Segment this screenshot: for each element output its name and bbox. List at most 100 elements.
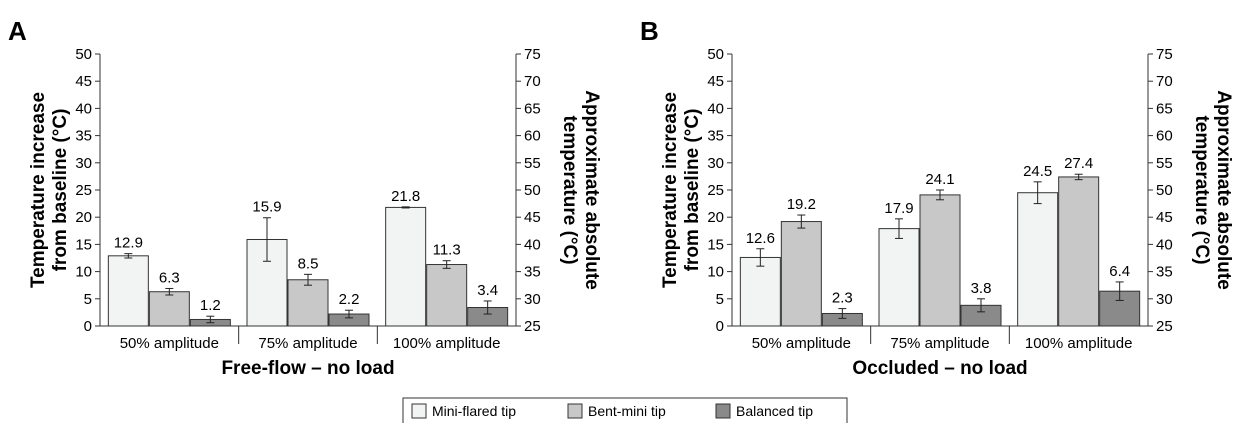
y2-tick-label: 50	[524, 182, 541, 199]
y2-tick-label: 35	[524, 264, 541, 281]
y-tick-label: 35	[707, 128, 724, 145]
y-axis-title: Temperature increasefrom baseline (°C)	[28, 92, 71, 288]
y2-tick-label: 75	[524, 46, 541, 63]
bar	[287, 279, 329, 327]
data-label: 24.5	[1023, 163, 1052, 180]
y2-tick-label: 70	[1156, 73, 1173, 90]
y2-tick-label: 25	[1156, 318, 1173, 335]
y2-tick-label: 75	[1156, 46, 1173, 63]
legend-swatch	[411, 403, 427, 419]
data-label: 1.2	[200, 297, 221, 314]
bar	[148, 291, 190, 327]
y-tick-label: 20	[75, 209, 92, 226]
legend-label: Mini-flared tip	[432, 403, 516, 419]
bar	[878, 228, 920, 327]
y-tick-label: 45	[707, 73, 724, 90]
y2-tick-label: 45	[1156, 209, 1173, 226]
bar	[426, 264, 468, 327]
chart-panel-a: A 0 5 10 15 20 25 30 35 40 45 50 25 30 35 40 45 50 55 60 65 7…	[8, 16, 602, 379]
legend-label: Bent-mini tip	[588, 403, 666, 419]
y-tick-label: 50	[75, 46, 92, 63]
legend-box	[402, 397, 848, 423]
y2-tick-label: 65	[1156, 100, 1173, 117]
category-label: 75% amplitude	[890, 335, 989, 352]
panel-letter: B	[640, 16, 659, 46]
x-axis-title: Free-flow – no load	[221, 358, 394, 379]
y2-tick-label: 70	[524, 73, 541, 90]
bar	[1058, 176, 1100, 327]
y2-tick-label: 45	[524, 209, 541, 226]
y2-tick-label: 50	[1156, 182, 1173, 199]
y-tick-label: 10	[75, 264, 92, 281]
x-axis-title: Occluded – no load	[852, 358, 1027, 379]
y-tick-label: 40	[75, 100, 92, 117]
y2-tick-label: 30	[524, 291, 541, 308]
data-label: 3.8	[971, 280, 992, 297]
y-tick-label: 5	[716, 291, 724, 308]
category-label: 50% amplitude	[752, 335, 851, 352]
y-tick-label: 10	[707, 264, 724, 281]
data-label: 3.4	[477, 282, 498, 299]
y2-tick-label: 25	[524, 318, 541, 335]
data-label: 8.5	[298, 255, 319, 272]
y2-tick-label: 60	[524, 128, 541, 145]
data-label: 2.3	[832, 290, 853, 307]
y2-tick-label: 40	[1156, 236, 1173, 253]
bar	[107, 255, 149, 327]
y-tick-label: 35	[75, 128, 92, 145]
y2-axis-title-line: temperature (°C)	[559, 115, 580, 264]
y2-tick-label: 40	[524, 236, 541, 253]
legend: Mini-flared tip Bent-mini tip Balanced tip	[402, 397, 848, 423]
bar	[385, 206, 427, 327]
data-label: 6.4	[1109, 263, 1130, 280]
data-label: 12.9	[114, 235, 143, 252]
bar	[1017, 192, 1059, 327]
panel-letter: A	[8, 16, 27, 46]
y2-axis-title-line: temperature (°C)	[1191, 115, 1212, 264]
y2-axis-title: Approximate absolutetemperature (°C)	[559, 90, 602, 290]
y2-tick-label: 30	[1156, 291, 1173, 308]
y-tick-label: 25	[75, 182, 92, 199]
bar	[739, 256, 781, 327]
y-tick-label: 40	[707, 100, 724, 117]
data-label: 27.4	[1064, 155, 1093, 172]
legend-label: Balanced tip	[736, 403, 813, 419]
legend-swatch	[715, 403, 731, 419]
y-tick-label: 30	[707, 155, 724, 172]
bar	[919, 194, 961, 327]
y-tick-label: 20	[707, 209, 724, 226]
y-tick-label: 0	[84, 318, 92, 335]
category-label: 75% amplitude	[258, 335, 357, 352]
y2-axis-title-line: Approximate absolute	[581, 90, 602, 290]
y2-tick-label: 35	[1156, 264, 1173, 281]
data-label: 24.1	[925, 171, 954, 188]
y-tick-label: 0	[716, 318, 724, 335]
y2-tick-label: 60	[1156, 128, 1173, 145]
y-tick-label: 30	[75, 155, 92, 172]
y2-tick-label: 55	[524, 155, 541, 172]
y-tick-label: 5	[84, 291, 92, 308]
chart-panel-b: B 0 5 10 15 20 25 30 35 40 45 50 25 30 35 40 45 50 55 60 65 7…	[640, 16, 1234, 379]
y-tick-label: 50	[707, 46, 724, 63]
y2-axis-title-line: Approximate absolute	[1213, 90, 1234, 290]
y-axis-title-line: from baseline (°C)	[682, 109, 703, 272]
y2-tick-label: 55	[1156, 155, 1173, 172]
category-label: 100% amplitude	[1025, 335, 1133, 352]
y2-axis-title: Approximate absolutetemperature (°C)	[1191, 90, 1234, 290]
y-axis-title: Temperature increasefrom baseline (°C)	[660, 92, 703, 288]
data-label: 21.8	[391, 188, 420, 205]
y-tick-label: 45	[75, 73, 92, 90]
category-label: 100% amplitude	[393, 335, 501, 352]
y-axis-title-line: Temperature increase	[28, 92, 49, 288]
y-axis-title-line: from baseline (°C)	[50, 109, 71, 272]
legend-swatch	[567, 403, 583, 419]
category-label: 50% amplitude	[120, 335, 219, 352]
data-label: 17.9	[884, 200, 913, 217]
y-tick-label: 15	[707, 236, 724, 253]
data-label: 15.9	[252, 199, 281, 216]
data-label: 11.3	[433, 242, 461, 259]
y2-tick-label: 65	[524, 100, 541, 117]
bar	[780, 221, 822, 327]
data-label: 6.3	[159, 269, 180, 286]
